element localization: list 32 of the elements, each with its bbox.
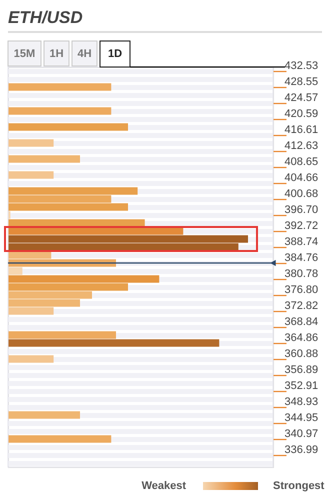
y-tick-label: 348.93: [284, 396, 318, 408]
y-tick-label: 336.99: [284, 444, 318, 456]
text: 15M: [14, 48, 36, 60]
y-tick-label: 416.61: [284, 124, 318, 136]
y-tick-label: 396.70: [284, 204, 318, 216]
y-tick-label: 404.66: [284, 172, 318, 184]
y-tick-label: 368.84: [284, 316, 318, 328]
y-tick-label: 400.68: [284, 188, 318, 200]
y-tick-label: 392.72: [284, 220, 318, 232]
y-tick-label: 352.91: [284, 380, 318, 392]
text: 4H: [77, 48, 92, 60]
y-tick-label: 408.65: [284, 156, 318, 168]
y-tick-label: 380.78: [284, 268, 318, 280]
y-tick-label: 340.97: [284, 428, 318, 440]
text: 1H: [49, 48, 64, 60]
y-tick-label: 364.86: [284, 332, 318, 344]
y-tick-label: 428.55: [284, 76, 318, 88]
y-tick-label: 360.88: [284, 348, 318, 360]
y-tick-label: 412.63: [284, 140, 318, 152]
y-tick-label: 372.82: [284, 300, 318, 312]
y-tick-label: 356.89: [284, 364, 318, 376]
y-tick-label: 376.80: [284, 284, 318, 296]
y-tick-label: 432.53: [284, 60, 318, 72]
y-tick-label: 344.95: [284, 412, 318, 424]
y-tick-label: 420.59: [284, 108, 318, 120]
text: 1D: [108, 48, 122, 60]
text: Strongest: [273, 480, 325, 492]
chart-title: ETH/USD: [8, 8, 83, 27]
y-tick-label: 384.76: [284, 252, 318, 264]
text: Weakest: [142, 480, 186, 492]
y-tick-label: 424.57: [284, 92, 318, 104]
y-tick-label: 388.74: [284, 236, 318, 248]
